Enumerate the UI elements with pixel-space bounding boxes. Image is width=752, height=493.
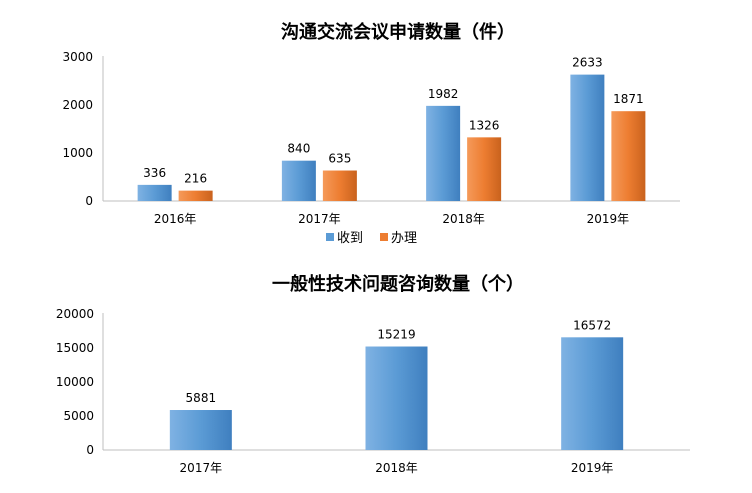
bars: [137, 74, 646, 201]
y-tick-label: 0: [86, 443, 94, 457]
bar: [281, 160, 316, 201]
x-tick-label: 2019年: [571, 461, 614, 475]
x-tick-labels: 2017年 2018年 2019年: [180, 461, 614, 475]
bar: [426, 105, 461, 201]
data-labels: 5881 15219 16572: [186, 318, 612, 405]
data-labels: 336 216 840 635 1982 1326 2633 1871: [143, 56, 643, 186]
bars: [169, 337, 624, 450]
data-label: 336: [143, 166, 166, 180]
x-tick-label: 2018年: [442, 212, 485, 226]
x-tick-label: 2017年: [298, 212, 341, 226]
y-tick-labels: 0 1000 2000 3000: [62, 50, 93, 208]
bar: [137, 184, 172, 201]
y-tick-label: 1000: [62, 146, 93, 160]
data-label: 1326: [469, 118, 500, 132]
data-label: 2633: [572, 56, 603, 70]
data-label: 5881: [186, 391, 217, 405]
y-tick-label: 10000: [56, 375, 94, 389]
chart-inquiries: 一般性技术问题咨询数量（个） 0 5000 10000 15000 20000 5881…: [56, 273, 690, 475]
bar: [322, 170, 357, 201]
y-tick-label: 15000: [56, 341, 94, 355]
data-label: 1871: [613, 92, 644, 106]
x-tick-label: 2017年: [180, 461, 223, 475]
data-label: 635: [328, 152, 351, 166]
legend-swatch: [380, 233, 388, 241]
x-tick-label: 2016年: [154, 212, 197, 226]
data-label: 15219: [377, 328, 415, 342]
bar: [467, 137, 502, 201]
legend: 收到 办理: [326, 231, 417, 246]
x-tick-labels: 2016年 2017年 2018年 2019年: [154, 212, 629, 226]
y-tick-label: 0: [85, 194, 93, 208]
chart-meetings: 沟通交流会议申请数量（件） 0 1000 2000 3000 336 216 840 635…: [62, 21, 680, 246]
x-tick-label: 2019年: [587, 212, 630, 226]
data-label: 1982: [428, 87, 459, 101]
x-tick-label: 2018年: [375, 461, 418, 475]
data-label: 840: [287, 142, 310, 156]
chart-title: 一般性技术问题咨询数量（个）: [272, 273, 524, 295]
bar: [365, 346, 428, 450]
data-label: 216: [184, 172, 207, 186]
legend-swatch: [326, 233, 334, 241]
legend-label: 收到: [337, 231, 363, 246]
bar: [169, 410, 232, 450]
legend-item-handled: 办理: [380, 231, 417, 246]
y-tick-label: 5000: [63, 409, 94, 423]
bar: [561, 337, 624, 450]
legend-item-received: 收到: [326, 231, 363, 246]
bar: [178, 190, 213, 201]
bar: [611, 111, 646, 201]
legend-label: 办理: [391, 231, 417, 246]
y-tick-label: 20000: [56, 307, 94, 321]
y-tick-label: 2000: [62, 98, 93, 112]
y-tick-labels: 0 5000 10000 15000 20000: [56, 307, 94, 457]
chart-title: 沟通交流会议申请数量（件）: [281, 21, 515, 43]
y-tick-label: 3000: [62, 50, 93, 64]
bar: [570, 74, 605, 201]
data-label: 16572: [573, 318, 611, 332]
